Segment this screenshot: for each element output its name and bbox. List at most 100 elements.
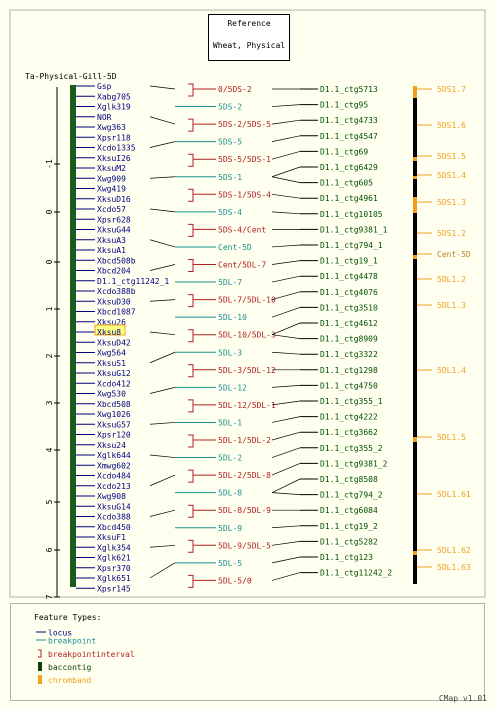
contig-label[interactable]: D1.1_ctg8909 (320, 335, 378, 344)
locus-label[interactable]: Xksu26 (97, 318, 126, 327)
locus-label[interactable]: Xcdo57 (97, 205, 126, 214)
contig-label[interactable]: D1.1_ctg123 (320, 553, 373, 562)
locus-label[interactable]: Xpsr628 (97, 215, 131, 224)
breakpoint-label[interactable]: Cent-5D (218, 243, 252, 252)
chromband-label[interactable]: 5DL1.3 (437, 301, 466, 310)
locus-label[interactable]: Xwg909 (97, 174, 126, 183)
contig-label[interactable]: D1.1_ctg5282 (320, 537, 378, 546)
contig-label[interactable]: D1.1_ctg605 (320, 179, 373, 188)
locus-label[interactable]: XksuD42 (97, 338, 131, 347)
chromband-label[interactable]: 5DS1.6 (437, 121, 466, 130)
map-title[interactable]: Ta-Physical-Gill-5D (25, 72, 117, 81)
locus-label[interactable]: Xglk644 (97, 451, 131, 460)
locus-label[interactable]: Xwg363 (97, 123, 126, 132)
locus-label[interactable]: Xcdo412 (97, 379, 131, 388)
locus-label[interactable]: Xcdo388 (97, 513, 131, 522)
contig-label[interactable]: D1.1_ctg69 (320, 147, 368, 156)
locus-label[interactable]: Xcdo388b (97, 287, 136, 296)
locus-label[interactable]: Xwg564 (97, 349, 126, 358)
locus-label[interactable]: Xksu24 (97, 441, 126, 450)
locus-label[interactable]: NOR (97, 113, 112, 122)
contig-label[interactable]: D1.1_ctg794_1 (320, 241, 383, 250)
contig-label[interactable]: D1.1_ctg3662 (320, 428, 378, 437)
interval-label[interactable]: 5DL-3/5DL-12 (218, 366, 276, 375)
locus-label[interactable]: XksuG57 (97, 420, 131, 429)
locus-label[interactable]: Xbcd450 (97, 523, 131, 532)
breakpoint-label[interactable]: 5DL-3 (218, 348, 242, 357)
locus-label[interactable]: XksuA1 (97, 246, 126, 255)
locus-label[interactable]: Xmwg602 (97, 461, 131, 470)
locus-label[interactable]: Xbcd1087 (97, 308, 136, 317)
contig-label[interactable]: D1.1_ctg1298 (320, 366, 378, 375)
chromband-label[interactable]: 5DS1.3 (437, 198, 466, 207)
locus-label[interactable]: Xpsr370 (97, 564, 131, 573)
contig-label[interactable]: D1.1_ctg355_2 (320, 444, 383, 453)
interval-label[interactable]: 5DL-7/5DL-10 (218, 296, 276, 305)
breakpoint-label[interactable]: 5DL-12 (218, 383, 247, 392)
locus-label[interactable]: XksuM2 (97, 164, 126, 173)
contig-label[interactable]: D1.1_ctg4612 (320, 319, 378, 328)
locus-label[interactable]: Xwg419 (97, 185, 126, 194)
locus-label[interactable]: Xglk319 (97, 103, 131, 112)
contig-label[interactable]: D1.1_ctg4961 (320, 194, 378, 203)
locus-label[interactable]: Xabg705 (97, 92, 131, 101)
chromband-label[interactable]: 5DL1.2 (437, 275, 466, 284)
interval-label[interactable]: 5DL-1/5DL-2 (218, 436, 271, 445)
locus-label[interactable]: XksuA3 (97, 236, 126, 245)
breakpoint-label[interactable]: 5DL-10 (218, 313, 247, 322)
locus-label[interactable]: XksuG12 (97, 369, 131, 378)
chromband-label[interactable]: 5DL1.63 (437, 563, 471, 572)
locus-label[interactable]: Xglk354 (97, 543, 131, 552)
chromband-label[interactable]: 5DS1.2 (437, 229, 466, 238)
interval-label[interactable]: 5DL-5/0 (218, 576, 252, 585)
interval-label[interactable]: 5DL-10/5DL-3 (218, 331, 276, 340)
chromband-label[interactable]: 5DS1.7 (437, 85, 466, 94)
contig-label[interactable]: D1.1_ctg9381_2 (320, 459, 388, 468)
locus-label[interactable]: Xpsr118 (97, 133, 131, 142)
locus-label[interactable]: Xcdo484 (97, 472, 131, 481)
chromband-label[interactable]: 5DS1.5 (437, 152, 466, 161)
contig-label[interactable]: D1.1_ctg8508 (320, 475, 378, 484)
breakpoint-label[interactable]: 5DS-2 (218, 103, 242, 112)
contig-label[interactable]: D1.1_ctg6084 (320, 506, 378, 515)
interval-label[interactable]: 5DS-1/5DS-4 (218, 190, 271, 199)
contig-label[interactable]: D1.1_ctg5713 (320, 85, 378, 94)
interval-label[interactable]: 5DL-8/5DL-9 (218, 506, 271, 515)
breakpoint-label[interactable]: 5DS-5 (218, 138, 242, 147)
contig-label[interactable]: D1.1_ctg6429 (320, 163, 378, 172)
contig-label[interactable]: D1.1_ctg19_1 (320, 257, 378, 266)
locus-label[interactable]: Xbcd508 (97, 400, 131, 409)
contig-label[interactable]: D1.1_ctg4750 (320, 381, 378, 390)
breakpoint-label[interactable]: 5DS-4 (218, 208, 242, 217)
contig-label[interactable]: D1.1_ctg95 (320, 101, 368, 110)
locus-label[interactable]: XksuG14 (97, 502, 131, 511)
chromband-label[interactable]: 5DL1.61 (437, 490, 471, 499)
chromband-label[interactable]: Cent-5D (437, 250, 471, 259)
locus-label[interactable]: Xksu8 (97, 328, 121, 337)
breakpoint-label[interactable]: 5DL-1 (218, 418, 242, 427)
contig-label[interactable]: D1.1_ctg4076 (320, 288, 378, 297)
interval-label[interactable]: 5DL-12/5DL-1 (218, 401, 276, 410)
chromband-label[interactable]: 5DS1.4 (437, 171, 466, 180)
locus-label[interactable]: XksuI26 (97, 154, 131, 163)
breakpoint-label[interactable]: 5DL-5 (218, 559, 242, 568)
chromband-label[interactable]: 5DL1.4 (437, 366, 466, 375)
interval-label[interactable]: 5DS-2/5DS-5 (218, 120, 271, 129)
locus-label[interactable]: Gsp (97, 82, 112, 91)
contig-label[interactable]: D1.1_ctg4547 (320, 132, 378, 141)
locus-label[interactable]: Xglk621 (97, 554, 131, 563)
locus-label[interactable]: D1.1_ctg11242_1 (97, 277, 169, 286)
locus-label[interactable]: Xbcd204 (97, 267, 131, 276)
map-bar[interactable] (70, 85, 76, 587)
chromband-label[interactable]: 5DL1.5 (437, 433, 466, 442)
locus-label[interactable]: XksuF1 (97, 533, 126, 542)
contig-label[interactable]: D1.1_ctg10105 (320, 210, 383, 219)
interval-label[interactable]: 5DS-4/Cent (218, 225, 266, 234)
contig-label[interactable]: D1.1_ctg3322 (320, 350, 378, 359)
locus-label[interactable]: Xpsr120 (97, 431, 131, 440)
locus-label[interactable]: XksuG44 (97, 226, 131, 235)
contig-label[interactable]: D1.1_ctg4733 (320, 116, 378, 125)
breakpoint-label[interactable]: 5DL-7 (218, 278, 242, 287)
locus-label[interactable]: XksuD30 (97, 297, 131, 306)
locus-label[interactable]: Xcdo213 (97, 482, 131, 491)
